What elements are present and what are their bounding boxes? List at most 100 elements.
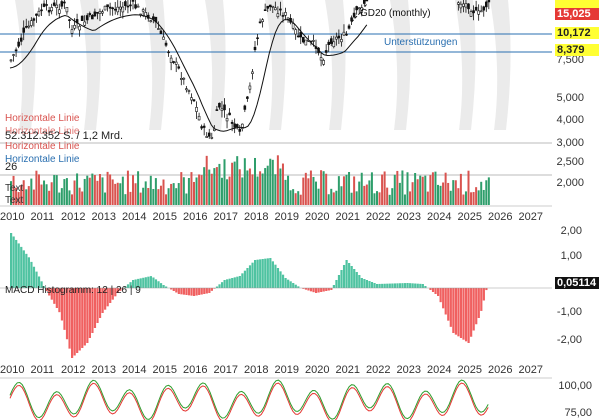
volume-bar: [142, 187, 145, 205]
macd-bar: [337, 275, 341, 288]
volume-bar: [470, 192, 473, 205]
candle: [162, 36, 165, 40]
volume-bar: [373, 193, 376, 205]
volume-bar: [297, 191, 300, 205]
candle: [42, 3, 46, 7]
volume-bar: [332, 192, 335, 205]
volume-bar: [370, 172, 373, 205]
volume-bar: [363, 185, 366, 205]
volume-bar: [396, 170, 399, 205]
volume-bar: [172, 183, 175, 205]
macd-bar: [327, 288, 330, 291]
volume-bar: [459, 173, 462, 205]
macd-bar: [104, 288, 107, 310]
volume-bar: [241, 177, 244, 205]
volume-bar: [81, 191, 84, 205]
candle: [55, 4, 59, 9]
macd-bar: [383, 283, 386, 288]
macd-bar: [220, 282, 224, 288]
macd-bar: [109, 288, 112, 303]
macd-bar: [172, 288, 175, 291]
macd-bar: [297, 286, 300, 288]
candle: [30, 20, 33, 26]
candle: [113, 8, 117, 11]
year-axis-label: 2021: [335, 364, 360, 376]
volume-bar: [403, 194, 406, 205]
candle: [469, 11, 473, 17]
volume-bar: [401, 170, 404, 205]
macd-bar: [381, 283, 384, 288]
volume-bar: [226, 179, 229, 205]
volume-bar: [86, 175, 89, 205]
volume-bar: [101, 177, 104, 205]
macd-bar: [342, 265, 346, 288]
macd-bar: [302, 288, 305, 289]
candle: [223, 104, 226, 111]
macd-bar: [424, 286, 427, 288]
volume-bar: [266, 165, 269, 205]
macd-bar: [279, 271, 282, 288]
macd-bar: [350, 266, 353, 288]
candle: [27, 25, 31, 28]
macd-bar: [304, 288, 308, 290]
volume-bar: [223, 159, 226, 205]
volume-bar: [462, 194, 465, 205]
macd-bar: [134, 279, 137, 288]
volume-bar: [304, 172, 307, 205]
horizontal-line-label[interactable]: Horizontale Linie: [5, 113, 80, 124]
horizontal-line-label[interactable]: Horizontale Linie: [5, 141, 80, 152]
text-annotation[interactable]: Text: [5, 195, 24, 206]
macd-bar: [12, 236, 15, 288]
volume-bar: [210, 173, 213, 205]
macd-bar: [429, 288, 432, 290]
macd-bar: [139, 278, 142, 288]
volume-bar: [449, 190, 452, 205]
macd-bar: [37, 276, 41, 288]
horizontal-line-label[interactable]: Horizontale Linie: [5, 154, 80, 165]
volume-bar: [261, 173, 264, 205]
macd-bar: [421, 284, 424, 288]
volume-bar: [177, 183, 180, 205]
volume-bar: [299, 194, 302, 205]
volume-bar: [116, 182, 119, 205]
macd-bar: [243, 270, 247, 288]
macd-bar: [187, 288, 191, 296]
candle: [329, 38, 333, 44]
candle: [159, 30, 163, 34]
candle: [47, 10, 51, 13]
macd-bar: [27, 257, 30, 288]
macd-bar: [477, 288, 480, 318]
volume-bar: [93, 175, 96, 205]
macd-bar: [50, 288, 53, 300]
macd-bar: [419, 283, 422, 288]
macd-bar: [91, 288, 94, 333]
candle: [479, 10, 483, 13]
macd-bar: [76, 288, 79, 353]
macd-bar: [368, 281, 371, 288]
volume-bar: [472, 192, 475, 205]
candle: [172, 61, 175, 63]
macd-bar: [124, 286, 127, 288]
macd-bar: [330, 288, 333, 290]
macd-bar: [431, 288, 435, 292]
year-axis-label: 2016: [183, 364, 208, 376]
volume-bar: [152, 188, 155, 205]
volume-bar: [45, 184, 48, 205]
candle: [312, 40, 315, 42]
macd-bar: [226, 279, 229, 288]
year-axis-label: 2016: [183, 211, 208, 223]
candle: [268, 4, 272, 8]
volume-bar: [198, 174, 201, 205]
volume-bar: [50, 182, 53, 205]
macd-bar: [182, 288, 186, 295]
volume-bar: [22, 180, 25, 205]
candle: [85, 15, 89, 21]
volume-bar: [43, 180, 46, 205]
volume-bar: [65, 178, 68, 205]
year-axis-label: 2019: [274, 364, 299, 376]
text-annotation[interactable]: Text: [5, 183, 24, 194]
candle: [12, 54, 15, 56]
horizontal-line-label[interactable]: Horizontale Linie: [5, 126, 80, 137]
macd-bar: [231, 278, 234, 288]
